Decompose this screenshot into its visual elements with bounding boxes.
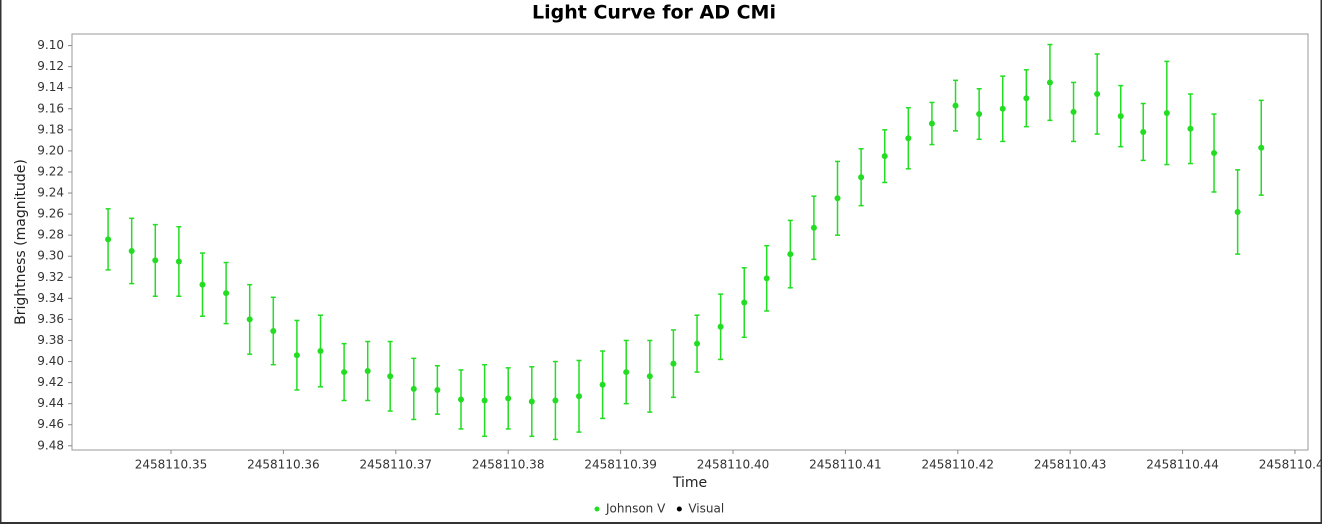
y-tick-label: 9.42 [37, 375, 64, 389]
y-tick-label: 9.12 [37, 59, 64, 73]
data-point [787, 251, 794, 258]
y-tick-label: 9.28 [37, 228, 64, 242]
x-tick-label: 2458110.41 [809, 458, 882, 472]
data-point [152, 257, 159, 264]
y-tick-label: 9.18 [37, 122, 64, 136]
data-point [175, 258, 182, 265]
data-point [1163, 109, 1170, 116]
x-tick-label: 2458110.35 [135, 458, 208, 472]
x-tick-label: 2458110.43 [1034, 458, 1107, 472]
legend-marker [594, 506, 600, 512]
data-point [1023, 95, 1030, 102]
data-point [646, 373, 653, 380]
y-tick-label: 9.24 [37, 186, 64, 200]
data-point [599, 381, 606, 388]
legend-label: Visual [688, 502, 724, 516]
legend-marker [676, 506, 682, 512]
data-point [387, 373, 394, 380]
x-tick-label: 2458110.36 [247, 458, 320, 472]
plot-area [71, 33, 1309, 451]
y-tick-label: 9.34 [37, 291, 64, 305]
data-point [505, 395, 512, 402]
data-point [481, 397, 488, 404]
y-tick-label: 9.22 [37, 164, 64, 178]
data-point [670, 360, 677, 367]
data-point [364, 368, 371, 375]
y-tick-label: 9.20 [37, 143, 64, 157]
data-point [717, 323, 724, 330]
data-point [741, 299, 748, 306]
data-point [528, 398, 535, 405]
data-point [1187, 125, 1194, 132]
data-point [976, 111, 983, 118]
data-point [1070, 108, 1077, 115]
data-point [105, 236, 112, 243]
data-point [1211, 150, 1218, 157]
data-point [694, 340, 701, 347]
data-point [810, 224, 817, 231]
data-point [317, 348, 324, 355]
data-point [552, 397, 559, 404]
data-point [434, 386, 441, 393]
data-point [763, 275, 770, 282]
data-point [1094, 91, 1101, 98]
y-tick-label: 9.26 [37, 207, 64, 221]
data-point [1258, 144, 1265, 151]
y-tick-label: 9.10 [37, 38, 64, 52]
y-tick-label: 9.38 [37, 333, 64, 347]
x-tick-label: 2458110.39 [584, 458, 657, 472]
y-tick-label: 9.32 [37, 270, 64, 284]
y-axis-title: Brightness (magnitude) [13, 159, 29, 325]
data-point [223, 290, 230, 297]
x-tick-label: 2458110.38 [472, 458, 545, 472]
x-tick-label: 2458110.37 [360, 458, 433, 472]
data-point [1046, 79, 1053, 86]
chart-title: Light Curve for AD CMi [532, 2, 776, 24]
data-point [341, 369, 348, 376]
data-point [270, 327, 277, 334]
data-point [858, 174, 865, 181]
data-point [623, 369, 630, 376]
x-axis-title: Time [672, 475, 707, 491]
data-point [905, 135, 912, 142]
data-point [576, 393, 583, 400]
data-point [293, 352, 300, 359]
data-point [1140, 128, 1147, 135]
data-point [199, 281, 206, 288]
x-tick-label: 2458110.44 [1146, 458, 1219, 472]
y-tick-label: 9.48 [37, 438, 64, 452]
data-point [410, 385, 417, 392]
y-tick-label: 9.44 [37, 396, 64, 410]
data-point [1234, 208, 1241, 215]
data-point [128, 247, 135, 254]
data-point [1117, 113, 1124, 120]
legend-label: Johnson V [605, 502, 666, 516]
y-tick-label: 9.16 [37, 101, 64, 115]
data-point [952, 102, 959, 109]
data-point [246, 316, 253, 323]
data-point [928, 120, 935, 127]
y-tick-label: 9.14 [37, 80, 64, 94]
data-point [999, 105, 1006, 112]
y-tick-label: 9.40 [37, 354, 64, 368]
y-tick-label: 9.30 [37, 249, 64, 263]
data-point [881, 153, 888, 160]
y-tick-label: 9.36 [37, 312, 64, 326]
data-point [834, 195, 841, 202]
x-tick-label: 2458110.40 [697, 458, 770, 472]
x-tick-label: 2458110.42 [922, 458, 995, 472]
x-tick-label: 2458110.45 [1259, 458, 1322, 472]
data-point [457, 396, 464, 403]
y-tick-label: 9.46 [37, 417, 64, 431]
